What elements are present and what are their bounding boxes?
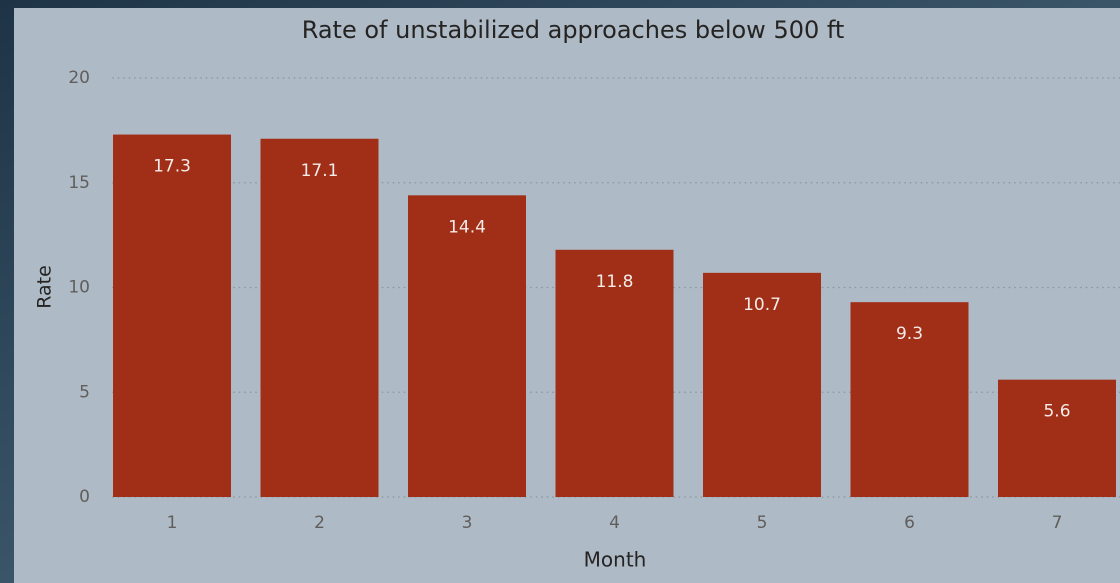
x-tick-label: 6: [904, 513, 915, 533]
bar: [408, 195, 526, 497]
x-axis-label: Month: [584, 548, 647, 572]
bar: [261, 139, 379, 497]
y-tick-label: 10: [68, 278, 90, 298]
data-label: 17.1: [301, 161, 339, 181]
bar: [113, 135, 231, 497]
data-label: 11.8: [596, 272, 634, 292]
x-tick-label: 7: [1052, 513, 1063, 533]
y-tick-label: 15: [68, 173, 90, 193]
data-label: 17.3: [153, 157, 191, 177]
chart: 0 5 10 15 20 1 17.3 2 17.1 3 14.4 4 11.8 5 10.7 6 9.3 7 5.…: [0, 0, 1120, 583]
y-axis-label: Rate: [34, 265, 56, 309]
data-label: 9.3: [896, 324, 923, 344]
x-tick-label: 1: [167, 513, 178, 533]
x-tick-label: 5: [757, 513, 768, 533]
x-tick-label: 4: [609, 513, 620, 533]
y-tick-label: 0: [79, 487, 90, 507]
data-label: 10.7: [743, 295, 781, 315]
y-tick-label: 20: [68, 68, 90, 88]
data-label: 5.6: [1043, 402, 1070, 422]
x-tick-label: 3: [462, 513, 473, 533]
bar: [998, 380, 1116, 497]
x-tick-label: 2: [314, 513, 325, 533]
chart-title: Rate of unstabilized approaches below 50…: [302, 16, 845, 44]
y-tick-label: 5: [79, 382, 90, 402]
data-label: 14.4: [448, 217, 486, 237]
